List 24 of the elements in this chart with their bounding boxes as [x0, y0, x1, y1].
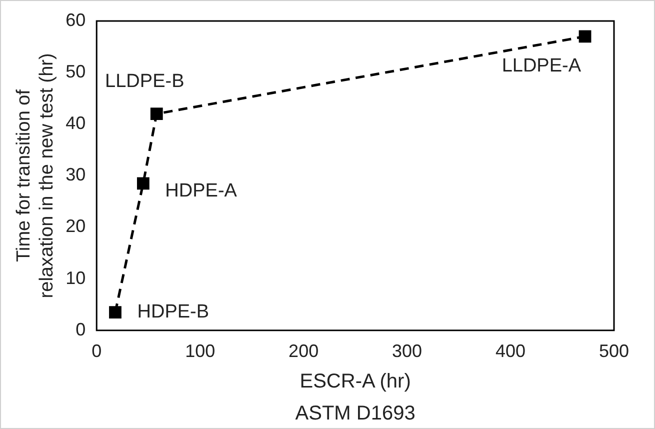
y-tick-label: 50	[66, 62, 86, 82]
y-tick-label: 20	[66, 216, 86, 236]
point	[109, 306, 122, 319]
y-tick-label: 60	[66, 10, 86, 30]
annotation: HDPE-B	[137, 302, 210, 323]
x-axis-title: ESCR-A (hr)	[300, 370, 411, 393]
y-tick-label: 10	[66, 268, 86, 288]
x-tick-label: 0	[92, 341, 102, 362]
x-tick-label: 500	[598, 341, 630, 362]
text: ASTM D1693	[295, 402, 416, 425]
annotation: LLDPE-A	[502, 56, 582, 77]
point	[150, 108, 163, 120]
y-tick-label: 40	[66, 113, 86, 134]
x-tick-label: 100	[185, 341, 216, 362]
point	[136, 177, 150, 190]
y-tick-label: 0	[76, 319, 86, 340]
annotation: HDPE-A	[165, 180, 238, 202]
y-axis-title: Time for transition of relaxation in the new test (hr)	[14, 53, 58, 298]
x-tick-label: 400	[496, 341, 526, 362]
x-tick-label: 200	[288, 341, 319, 362]
x-tick-label: 300	[392, 341, 422, 362]
point	[578, 30, 592, 43]
annotation: LLDPE-B	[105, 71, 184, 92]
y-tick-label: 30	[66, 164, 86, 185]
